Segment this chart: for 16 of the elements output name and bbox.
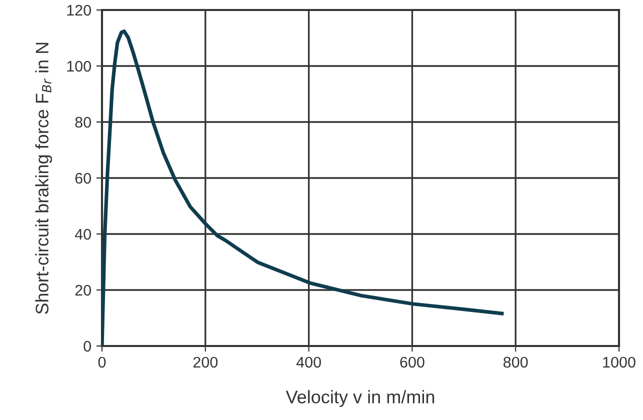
x-tick-label: 600 bbox=[400, 356, 424, 368]
x-tick-label: 0 bbox=[98, 356, 106, 368]
x-axis-title: Velocity v in m/min bbox=[286, 390, 434, 407]
y-tick-label: 0 bbox=[84, 340, 91, 352]
y-tick-label: 100 bbox=[67, 60, 91, 72]
x-tick-label: 400 bbox=[296, 356, 321, 368]
y-tick-label: 80 bbox=[75, 116, 91, 128]
x-tick-label: 200 bbox=[193, 356, 218, 368]
y-tick-label: 40 bbox=[74, 228, 91, 240]
y-tick-label: 120 bbox=[67, 4, 91, 16]
y-axis-title: Short-circuit braking force F$_{Br}$ in N bbox=[35, 42, 52, 314]
x-tick-label: 1000 bbox=[603, 356, 636, 368]
line-series bbox=[102, 29, 504, 346]
y-tick-label: 20 bbox=[75, 284, 91, 296]
x-tick-label: 800 bbox=[504, 356, 528, 368]
y-tick-label: 60 bbox=[75, 172, 91, 184]
